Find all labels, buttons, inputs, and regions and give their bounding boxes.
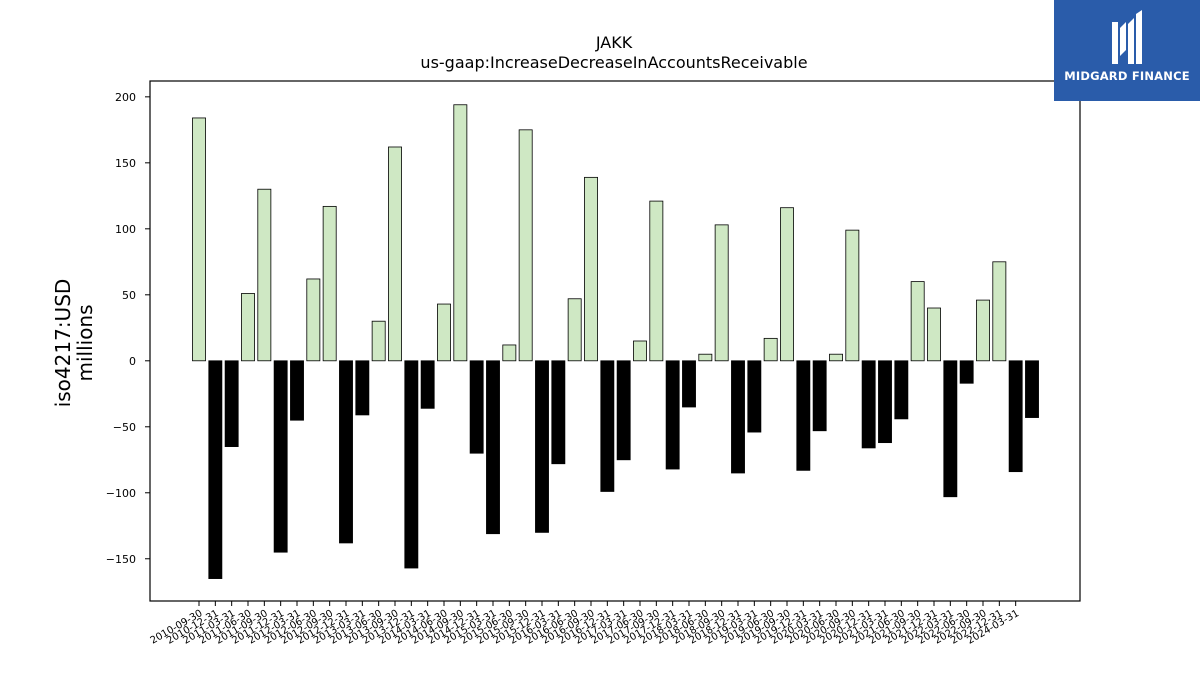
brand-logo: MIDGARD FINANCE	[1054, 0, 1200, 101]
bar	[682, 360, 696, 408]
bar	[633, 340, 647, 362]
bar	[486, 360, 500, 535]
bar	[845, 229, 860, 362]
bar	[943, 360, 958, 498]
bar	[584, 176, 598, 362]
bar	[502, 344, 517, 362]
bar	[780, 207, 794, 362]
bar	[551, 360, 566, 465]
bar	[878, 360, 892, 444]
y-axis-label-line2: millions	[73, 304, 97, 381]
bar	[453, 104, 468, 362]
bar	[959, 360, 974, 384]
bar	[747, 360, 762, 433]
bar	[894, 360, 909, 420]
bars-group	[192, 104, 1039, 579]
chart-subtitle: us-gaap:IncreaseDecreaseInAccountsReceiv…	[420, 53, 807, 72]
bar	[763, 337, 778, 362]
y-tick-label: 100	[115, 223, 136, 236]
bar	[927, 307, 941, 362]
y-tick-label: −100	[106, 487, 136, 500]
bar	[698, 353, 713, 362]
chart-title: JAKK	[595, 33, 633, 52]
bar	[796, 360, 811, 471]
y-tick-label: −50	[113, 421, 136, 434]
bar	[371, 320, 386, 362]
bar	[224, 360, 239, 447]
bar	[437, 303, 451, 362]
y-tick-label: 50	[122, 289, 136, 302]
bar	[910, 281, 925, 362]
y-axis-label: iso4217:USD millions	[51, 279, 97, 408]
y-tick-label: 200	[115, 91, 136, 104]
y-axis-label-line1: iso4217:USD	[51, 279, 75, 408]
bar	[731, 360, 745, 474]
y-ticks-group: −150 −100 −50 0 50 100 150 200	[106, 91, 150, 566]
bar	[469, 360, 484, 454]
bar	[649, 200, 664, 362]
bar	[420, 360, 435, 409]
bar	[714, 224, 729, 362]
midgard-logo-icon	[1112, 10, 1142, 64]
bar	[388, 146, 402, 362]
y-tick-label: 150	[115, 157, 136, 170]
bar	[1025, 360, 1039, 418]
bar	[535, 360, 549, 533]
bar	[306, 278, 321, 362]
bar	[1008, 360, 1023, 473]
plot-frame	[149, 80, 1081, 602]
bar	[241, 293, 255, 362]
x-ticks-group: 2010-09-302010-12-312011-03-312011-06-30…	[149, 601, 1021, 647]
bar	[861, 360, 876, 449]
bar	[812, 360, 827, 432]
brand-name: MIDGARD FINANCE	[1064, 69, 1190, 83]
bar	[829, 353, 843, 362]
bar	[992, 261, 1007, 362]
bar	[976, 299, 990, 362]
bar	[290, 360, 304, 421]
bar	[518, 129, 533, 362]
bar	[257, 188, 272, 362]
bar	[208, 360, 223, 579]
bar	[273, 360, 288, 553]
bar	[616, 360, 631, 461]
bar	[567, 298, 582, 362]
y-tick-label: −150	[106, 553, 136, 566]
bar	[192, 117, 206, 362]
y-tick-label: 0	[129, 355, 136, 368]
bar	[600, 360, 615, 492]
bar	[665, 360, 680, 470]
bar	[404, 360, 419, 569]
bar	[339, 360, 353, 544]
bar	[322, 205, 337, 362]
bar	[355, 360, 370, 416]
